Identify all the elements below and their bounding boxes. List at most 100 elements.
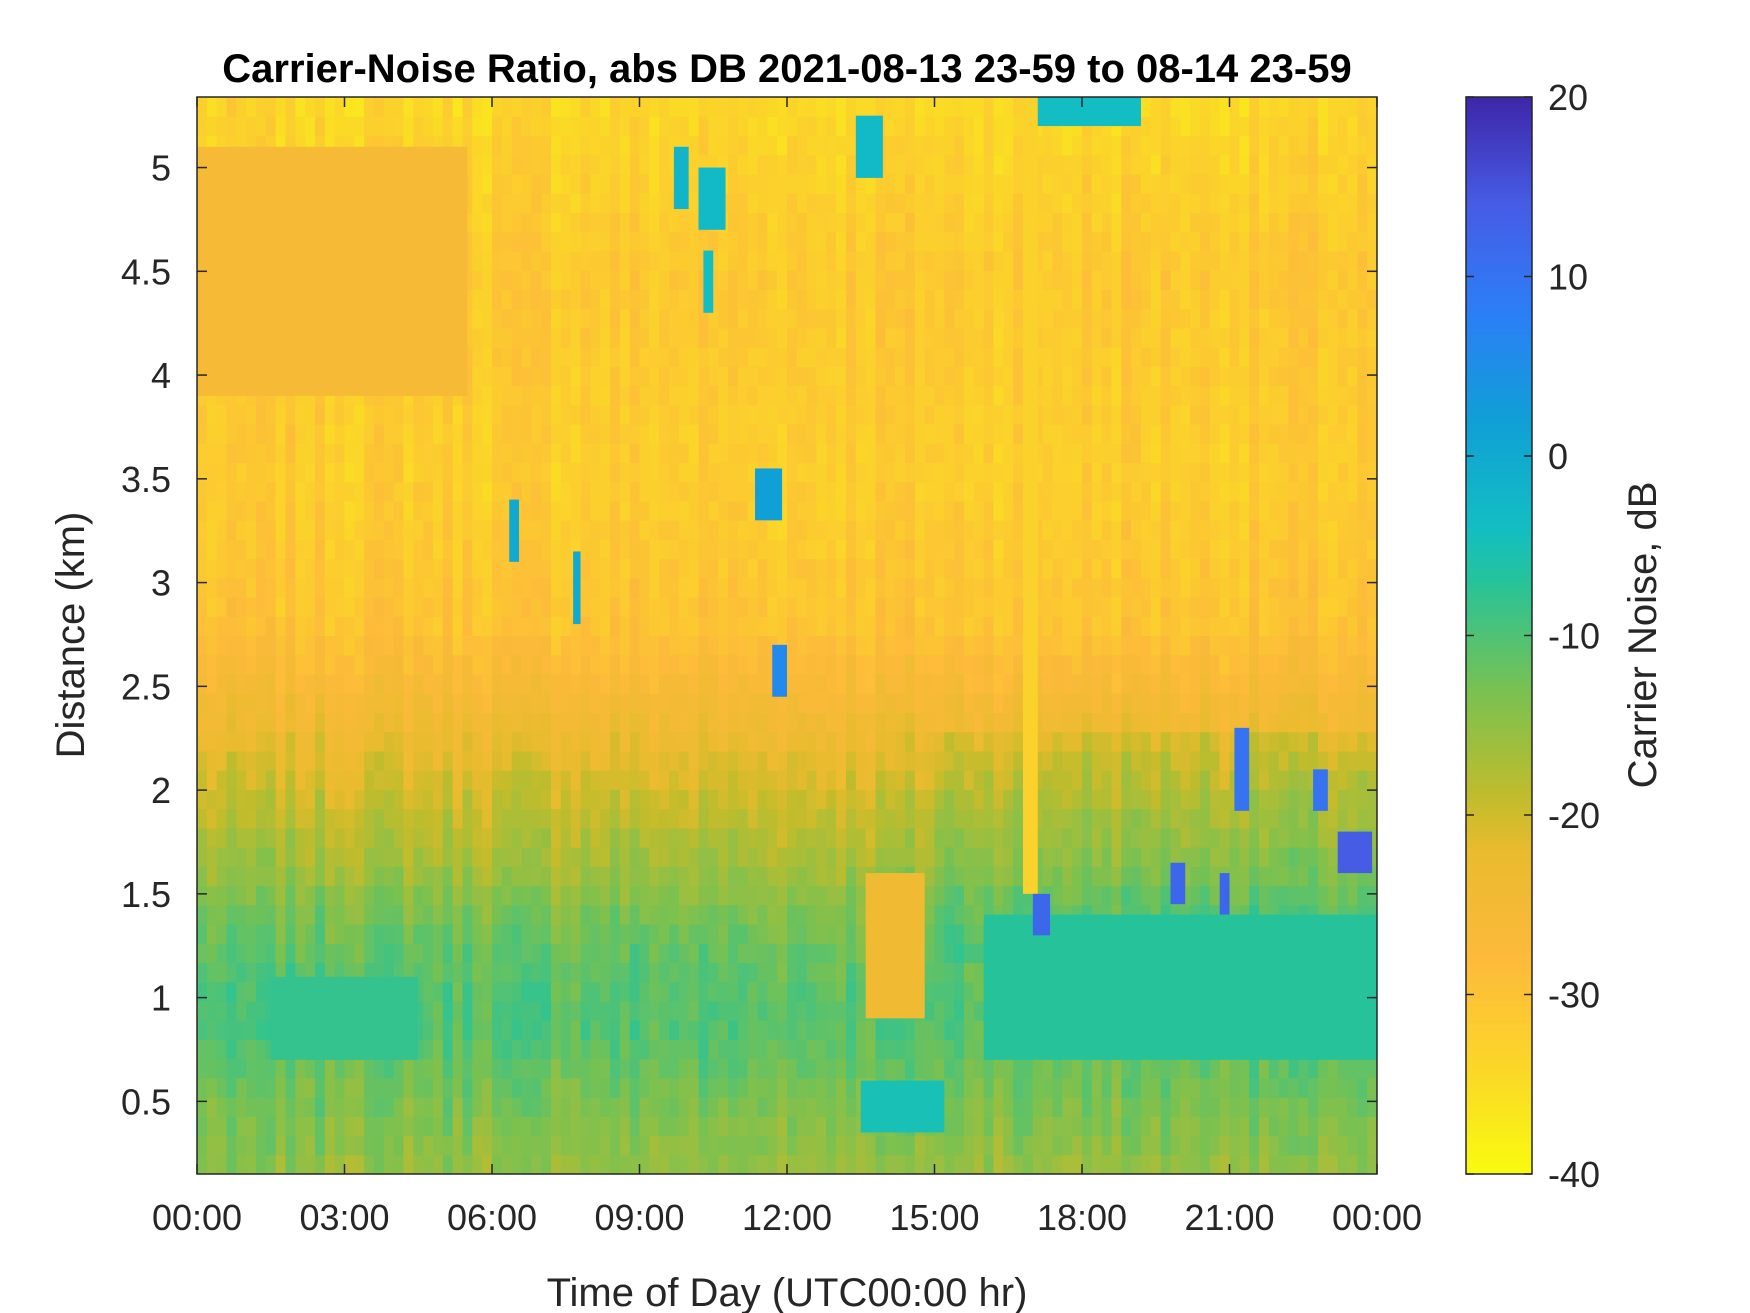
heatmap-cell <box>383 827 395 848</box>
heatmap-cell <box>954 923 965 944</box>
heatmap-cell <box>246 1116 257 1137</box>
heatmap-cell <box>777 577 788 598</box>
heatmap-cell <box>855 808 867 829</box>
heatmap-cell <box>324 1097 336 1117</box>
heatmap-cell <box>639 808 650 829</box>
heatmap-cell <box>216 404 228 425</box>
heatmap-cell <box>767 1097 778 1117</box>
heatmap-cell <box>1170 712 1181 733</box>
heatmap-cell <box>629 385 641 406</box>
heatmap-cell <box>934 443 945 464</box>
heatmap-cell <box>285 577 296 598</box>
heatmap-cell <box>600 750 611 771</box>
heatmap-cell <box>767 616 778 637</box>
heatmap-cell <box>413 712 424 733</box>
heatmap-cell <box>344 1077 355 1098</box>
heatmap-cell <box>610 923 621 944</box>
heatmap-cell <box>383 962 395 983</box>
heatmap-cell <box>1042 597 1054 617</box>
heatmap-cell <box>1121 385 1132 406</box>
heatmap-cell <box>511 1058 523 1079</box>
heatmap-cell <box>865 616 877 637</box>
heatmap-cell <box>295 1135 306 1156</box>
heatmap-cell <box>570 1097 582 1117</box>
heatmap-cell <box>1141 635 1152 656</box>
heatmap-cell <box>983 827 995 848</box>
heatmap-cell <box>393 423 405 444</box>
heatmap-cell <box>728 770 739 790</box>
heatmap-cell <box>413 904 424 925</box>
heatmap-cell <box>295 827 306 848</box>
heatmap-cell <box>501 1154 513 1174</box>
heatmap-cell <box>1101 1058 1113 1079</box>
heatmap-cell <box>806 693 818 714</box>
heatmap-cell <box>1347 1058 1358 1079</box>
heatmap-cell <box>914 847 926 867</box>
heatmap-cell <box>777 1097 788 1117</box>
heatmap-cell <box>265 1154 277 1174</box>
heatmap-cell <box>983 770 995 790</box>
heatmap-cell <box>315 1097 326 1117</box>
heatmap-cell <box>875 443 886 464</box>
heatmap-cell <box>708 1039 719 1060</box>
heatmap-cell <box>914 616 926 637</box>
heatmap-cell <box>315 943 326 964</box>
heatmap-cell <box>954 1116 965 1137</box>
heatmap-cell <box>501 404 513 425</box>
heatmap-cell <box>600 539 611 560</box>
heatmap-cell <box>246 962 257 983</box>
heatmap-cell <box>580 635 591 656</box>
heatmap-cell <box>393 597 405 617</box>
heatmap-cell <box>737 770 749 790</box>
heatmap-cell <box>708 577 719 598</box>
heatmap-cell <box>964 1097 975 1117</box>
heatmap-cell <box>1268 1116 1280 1137</box>
heatmap-cell <box>433 962 444 983</box>
heatmap-cell <box>885 597 896 617</box>
heatmap-cell <box>246 847 257 867</box>
heatmap-cell <box>1131 885 1142 906</box>
heatmap-cell <box>836 366 847 387</box>
heatmap-cell <box>708 635 719 656</box>
heatmap-cell <box>1150 808 1162 829</box>
heatmap-cell <box>1209 539 1221 560</box>
heatmap-cell <box>826 962 837 983</box>
heatmap-cell <box>787 423 798 444</box>
heatmap-cell <box>846 443 857 464</box>
heatmap-cell <box>905 1039 916 1060</box>
heatmap-cell <box>472 827 483 848</box>
heatmap-cell <box>590 481 601 502</box>
heatmap-cell <box>629 616 641 637</box>
heatmap-cell <box>433 462 444 483</box>
heatmap-cell <box>629 654 641 675</box>
heatmap-cell <box>698 1135 709 1156</box>
heatmap-cell <box>1239 1058 1250 1079</box>
heatmap-cell <box>541 635 552 656</box>
heatmap-cell <box>1160 385 1172 406</box>
heatmap-cell <box>1200 885 1211 906</box>
heatmap-cell <box>354 616 365 637</box>
heatmap-cell <box>256 443 267 464</box>
heatmap-cell <box>1032 750 1044 771</box>
heatmap-cell <box>423 750 434 771</box>
heatmap-cell <box>885 366 896 387</box>
heatmap-cell <box>629 885 641 906</box>
heatmap-cell <box>826 500 837 521</box>
heatmap-cell <box>846 520 857 540</box>
heatmap-cell <box>1367 616 1377 637</box>
heatmap-cell <box>905 404 916 425</box>
heatmap-cell <box>659 462 670 483</box>
heatmap-cell <box>275 635 287 656</box>
heatmap-cell <box>1209 1058 1221 1079</box>
heatmap-cell <box>1357 500 1368 521</box>
heatmap-cell <box>580 943 591 964</box>
heatmap-cell <box>649 866 660 887</box>
heatmap-cell <box>374 558 385 579</box>
heatmap-cell <box>305 673 316 694</box>
heatmap-cell <box>964 385 975 406</box>
heatmap-cell <box>836 1135 847 1156</box>
heatmap-cell <box>216 904 228 925</box>
heatmap-cell <box>403 808 414 829</box>
heatmap-cell <box>1042 847 1054 867</box>
heatmap-cell <box>875 673 886 694</box>
